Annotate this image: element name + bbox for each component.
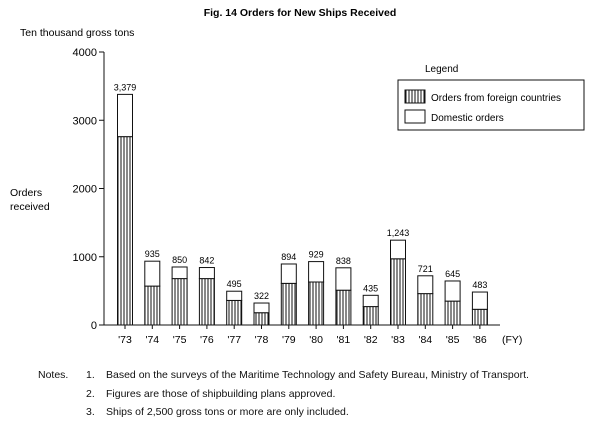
bar-total-label: 322 xyxy=(254,291,269,301)
x-tick-label: '81 xyxy=(337,334,351,346)
x-tick-label: '86 xyxy=(473,334,487,346)
bar-total-label: 894 xyxy=(281,252,296,262)
y-axis: 0 1000 2000 3000 4000 xyxy=(73,47,500,332)
y-tick-label: 4000 xyxy=(73,47,97,59)
legend-swatch-foreign xyxy=(404,89,426,104)
x-tick-label: '83 xyxy=(391,334,405,346)
x-tick-label: '78 xyxy=(255,334,269,346)
bar-foreign-7 xyxy=(308,281,325,326)
y-tick-label: 0 xyxy=(91,320,97,332)
legend-title: Legend xyxy=(425,64,458,75)
bar-foreign-2 xyxy=(171,278,188,326)
bar-total-label: 850 xyxy=(172,255,187,265)
bar-foreign-6 xyxy=(280,282,297,326)
bar-domestic-5 xyxy=(253,302,270,314)
bar-total-label: 645 xyxy=(445,269,460,279)
bars: 3,379 935 850 842 495 322 894 929 838 435 1,243 721… xyxy=(114,82,488,326)
bar-domestic-11 xyxy=(417,275,434,295)
bar-foreign-4 xyxy=(226,299,243,326)
note-2: 2. Figures are those of shipbuilding pla… xyxy=(38,385,529,404)
bar-foreign-12 xyxy=(444,300,461,326)
bar-total-label: 483 xyxy=(472,280,487,290)
x-tick-label: '73 xyxy=(118,334,132,346)
chart: Fig. 14 Orders for New Ships Received Te… xyxy=(10,7,585,346)
bar-total-label: 495 xyxy=(227,279,242,289)
note-3: 3. Ships of 2,500 gross tons or more are… xyxy=(38,403,529,422)
chart-title: Fig. 14 Orders for New Ships Received xyxy=(204,7,397,19)
x-tick-label: '85 xyxy=(446,334,460,346)
x-tick-label: '77 xyxy=(227,334,241,346)
y-tick-label: 3000 xyxy=(73,115,97,127)
bar-domestic-4 xyxy=(226,290,243,301)
legend-label-domestic: Domestic orders xyxy=(431,113,504,124)
legend-swatch-domestic xyxy=(404,109,426,124)
x-tick-label: '82 xyxy=(364,334,378,346)
y-tick-label: 1000 xyxy=(73,252,97,264)
x-axis-unit: (FY) xyxy=(502,334,522,346)
notes: Notes. 1. Based on the surveys of the Ma… xyxy=(38,366,529,422)
bar-foreign-3 xyxy=(198,278,215,326)
bar-foreign-0 xyxy=(117,136,133,326)
bar-foreign-11 xyxy=(417,293,434,326)
note-text: Ships of 2,500 gross tons or more are on… xyxy=(106,406,349,418)
x-tick-label: '75 xyxy=(173,334,187,346)
bar-foreign-8 xyxy=(335,289,352,326)
notes-label: Notes. xyxy=(38,369,69,381)
bar-foreign-5 xyxy=(253,312,270,326)
note-number: 1. xyxy=(86,369,95,381)
bar-total-label: 435 xyxy=(363,283,378,293)
bar-total-label: 935 xyxy=(145,249,160,259)
y-tick-label: 2000 xyxy=(73,184,97,196)
note-1: Notes. 1. Based on the surveys of the Ma… xyxy=(38,366,529,385)
bar-domestic-0 xyxy=(117,93,133,138)
bar-domestic-7 xyxy=(308,261,325,283)
x-tick-label: '79 xyxy=(282,334,296,346)
unit-label: Ten thousand gross tons xyxy=(20,27,134,39)
bar-total-label: 842 xyxy=(199,256,214,266)
x-tick-label: '84 xyxy=(418,334,432,346)
bar-foreign-9 xyxy=(362,306,379,326)
bar-total-label: 721 xyxy=(418,264,433,274)
note-text: Figures are those of shipbuilding plans … xyxy=(106,387,336,400)
bar-foreign-1 xyxy=(144,285,161,326)
note-number: 3. xyxy=(86,406,95,418)
bar-domestic-3 xyxy=(198,267,215,280)
bar-domestic-12 xyxy=(444,280,461,302)
y-axis-label: Orders received xyxy=(10,187,50,213)
note-number: 2. xyxy=(86,387,95,400)
x-tick-label: '80 xyxy=(309,334,323,346)
bar-domestic-13 xyxy=(471,291,488,310)
x-tick-label: '74 xyxy=(145,334,159,346)
legend-label-foreign: Orders from foreign countries xyxy=(431,93,561,104)
bar-foreign-13 xyxy=(471,308,488,326)
bar-total-label: 929 xyxy=(309,250,324,260)
bar-total-label: 838 xyxy=(336,256,351,266)
bar-domestic-8 xyxy=(335,267,352,291)
bar-total-label: 1,243 xyxy=(387,228,410,238)
legend: Legend Orders from foreign countries Dom… xyxy=(397,64,585,131)
y-axis-label-line-2: received xyxy=(10,201,50,213)
bar-domestic-1 xyxy=(144,260,161,287)
bar-total-label: 3,379 xyxy=(114,82,137,92)
bar-domestic-6 xyxy=(280,263,297,284)
bar-domestic-10 xyxy=(390,239,406,260)
note-text: Based on the surveys of the Maritime Tec… xyxy=(106,369,529,381)
bar-domestic-2 xyxy=(171,266,188,280)
x-tick-label: '76 xyxy=(200,334,214,346)
bar-domestic-9 xyxy=(362,294,379,308)
legend-box xyxy=(397,79,585,131)
y-axis-label-line-1: Orders xyxy=(10,187,42,199)
x-axis-tick-labels: '73 '74 '75 '76 '77 '78 '79 '80 '81 '82 '83 '84 '85 '… xyxy=(118,325,487,346)
bar-foreign-10 xyxy=(390,258,406,326)
